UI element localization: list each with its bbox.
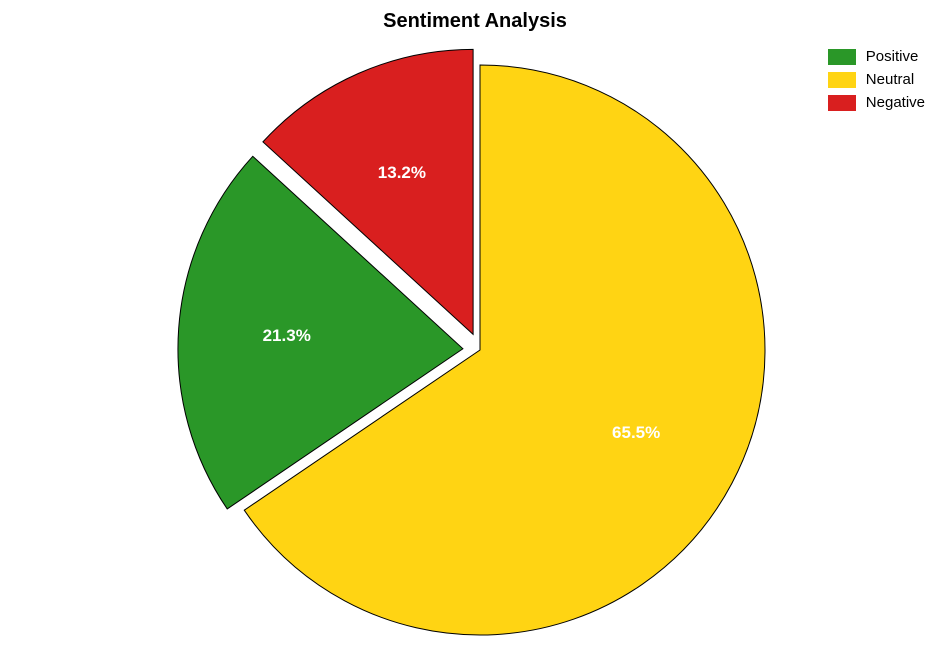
legend-label: Negative [866,94,925,111]
slice-label-positive: 21.3% [263,326,311,346]
legend-item-negative: Negative [828,94,925,111]
slice-label-negative: 13.2% [378,163,426,183]
slice-label-neutral: 65.5% [612,423,660,443]
chart-title: Sentiment Analysis [0,10,950,33]
legend-item-neutral: Neutral [828,71,925,88]
legend-label: Positive [866,48,919,65]
legend-swatch-positive [828,49,856,65]
legend-label: Neutral [866,71,914,88]
legend: Positive Neutral Negative [828,48,925,117]
legend-item-positive: Positive [828,48,925,65]
legend-swatch-negative [828,95,856,111]
pie-chart: 65.5% 21.3% 13.2% [170,40,790,660]
legend-swatch-neutral [828,72,856,88]
